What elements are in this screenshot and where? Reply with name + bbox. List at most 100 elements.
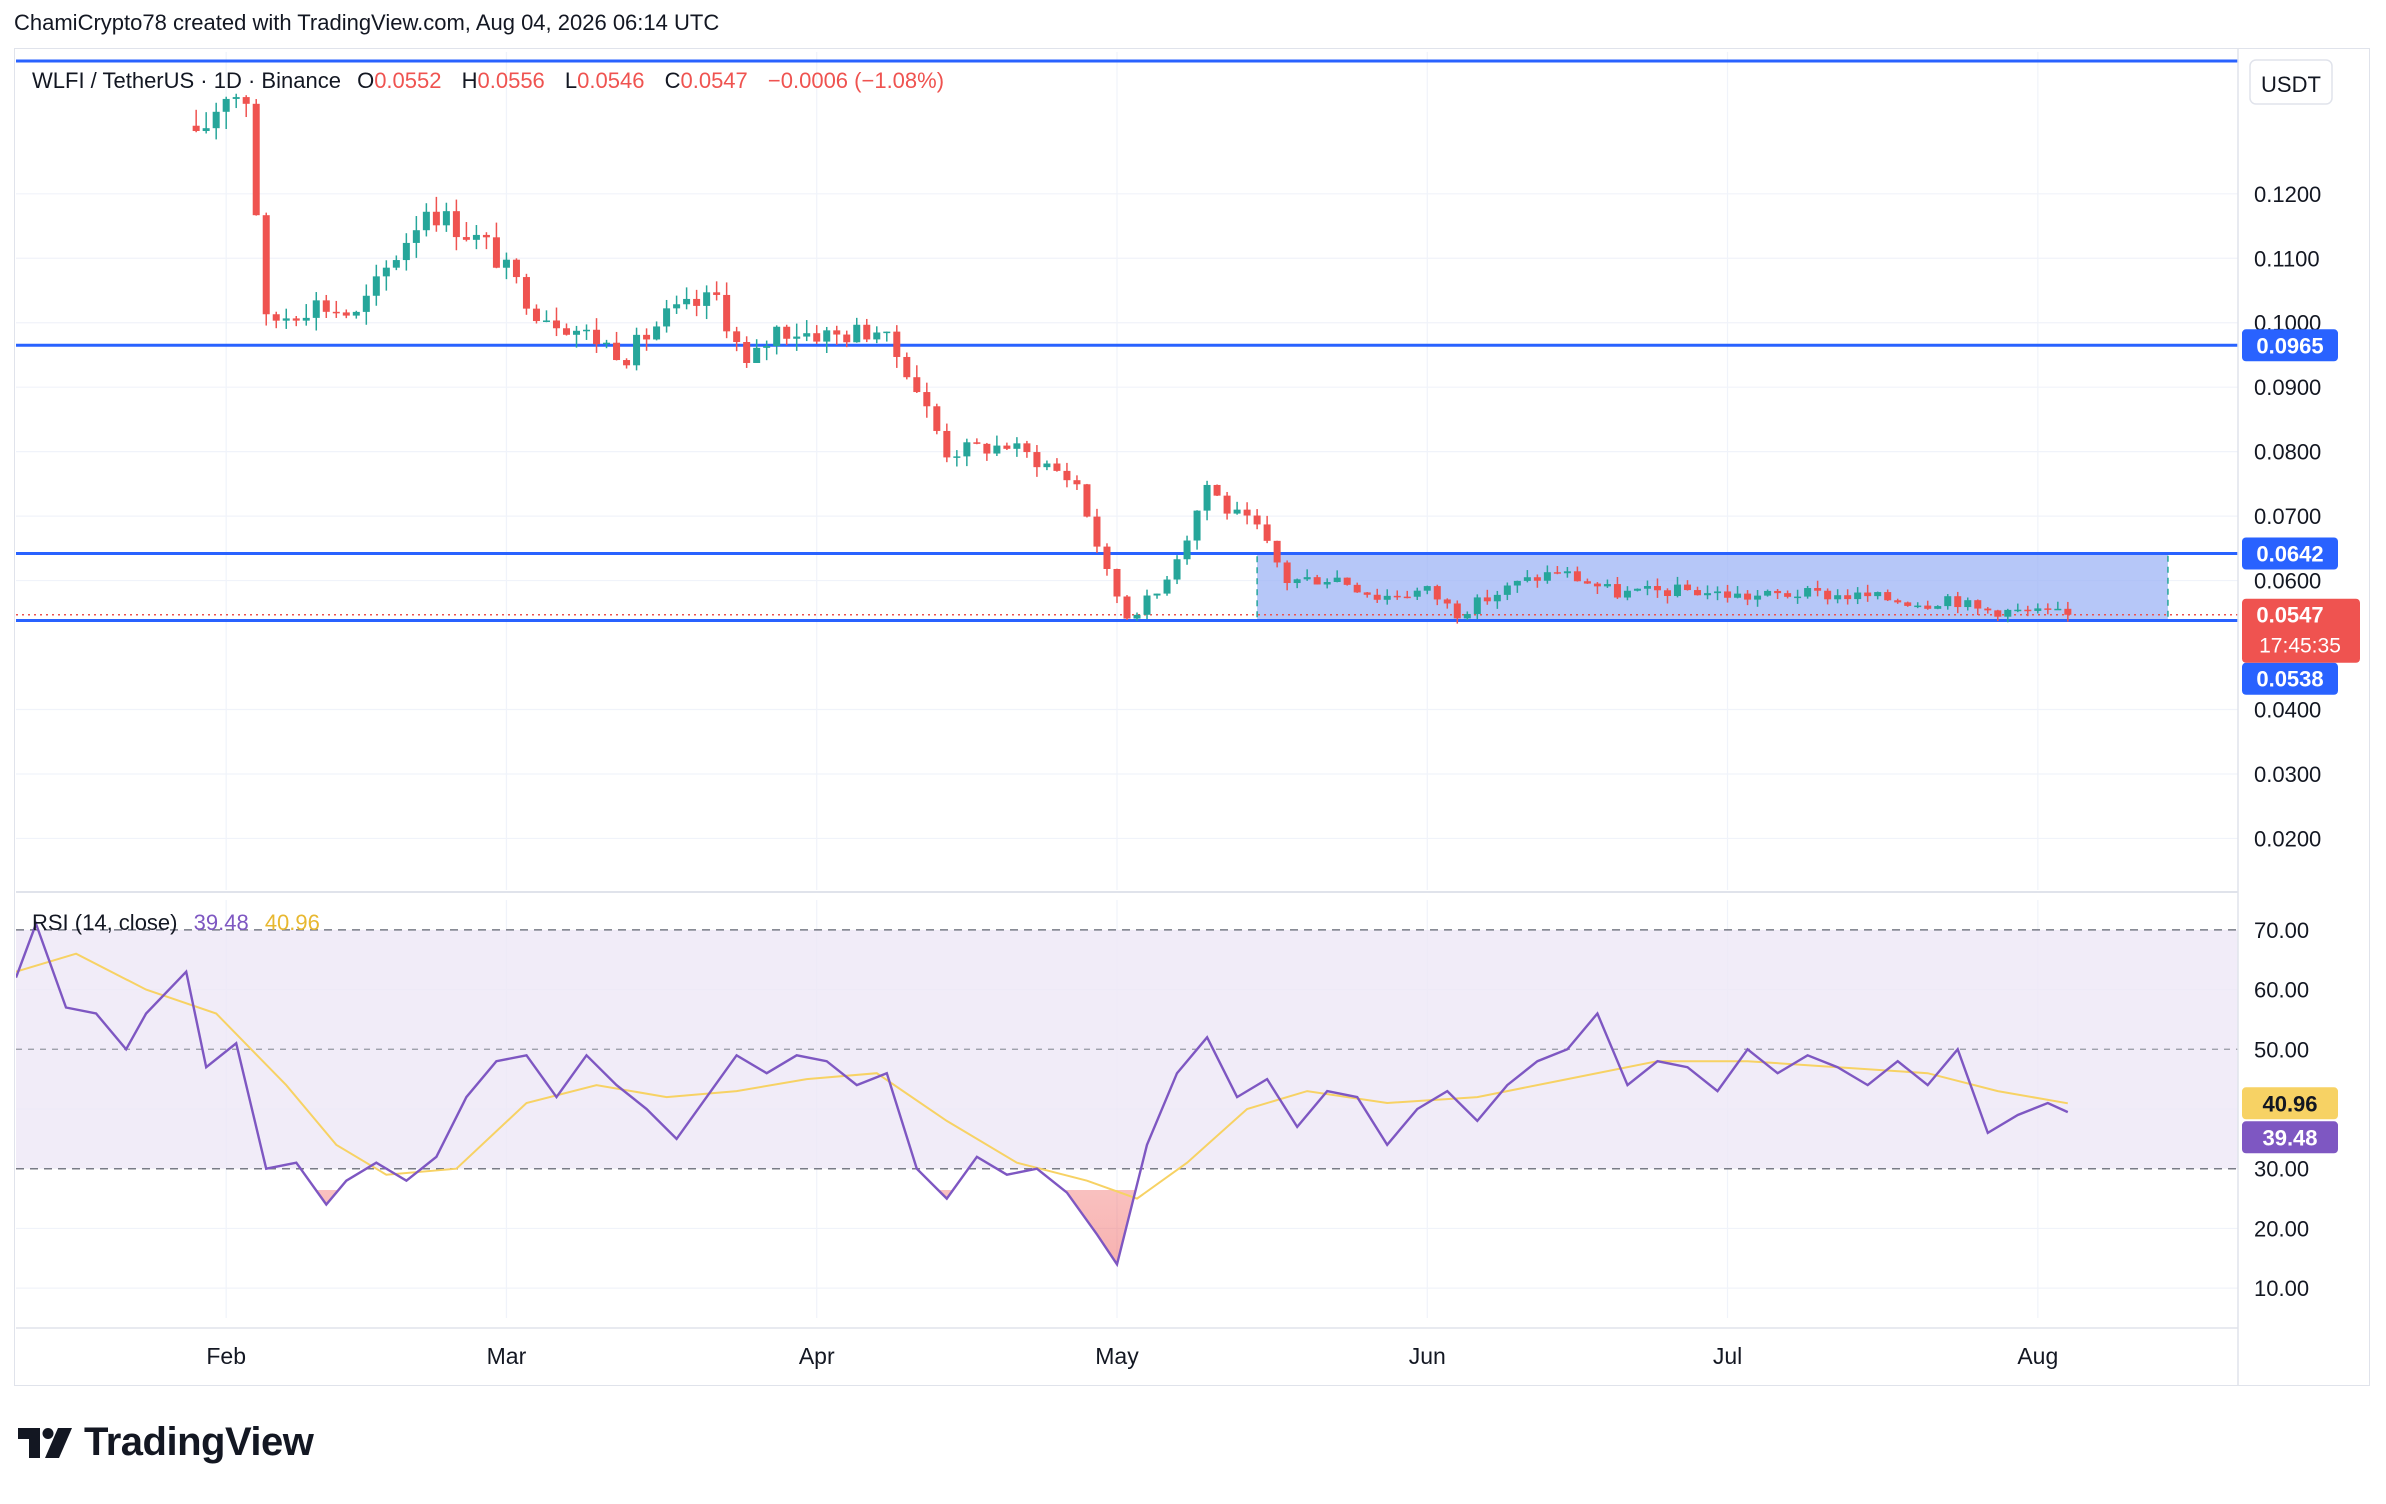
time-axis[interactable]: Feb Mar Apr May Jun Jul Aug [206,1343,2058,1369]
candle-body [2004,609,2012,617]
candle-body [222,98,230,112]
candle-body [1563,571,1571,574]
candle-body [1293,579,1301,584]
price-tick-label: 0.0900 [2254,375,2321,400]
candle-body [953,456,961,458]
candle-body [573,330,581,335]
candle-body [1343,577,1351,585]
candle-body [1303,577,1311,580]
candle-body [763,346,771,348]
close-label: C [665,68,681,93]
rsi-tick-label: 10.00 [2254,1276,2309,1301]
candle-body [973,442,981,444]
candle-body [552,320,560,329]
tradingview-logo[interactable]: TradingView [18,1420,314,1465]
candle-body [1203,484,1211,511]
candle-body [1093,516,1101,547]
level-price-label: 0.0538 [2256,667,2323,692]
candle-body [212,111,220,129]
candle-body [422,211,430,231]
candle-body [1213,484,1221,496]
candle-body [1433,586,1441,600]
rsi-value: 39.48 [194,910,249,935]
rsi-line [16,920,2069,1268]
candle-body [402,242,410,261]
rsi-ma-line [16,952,2068,1200]
high-value: 0.0556 [478,68,545,93]
rsi-tick-label: 70.00 [2254,918,2309,943]
candle-body [1133,614,1141,619]
candle-body [1633,588,1641,591]
rsi-ma-last-label: 40.96 [2262,1091,2317,1116]
candle-body [903,356,911,378]
candle-body [623,360,631,366]
candle-body [1724,591,1732,598]
rsi-ma-value: 40.96 [265,910,320,935]
candle-body [392,260,400,268]
candle-body [312,300,320,318]
candles [192,93,2072,624]
candle-body [1924,605,1932,609]
candle-body [1954,596,1962,608]
symbol-legend[interactable]: WLFI / TetherUS · 1D · Binance O0.0552 H… [32,68,944,93]
candle-body [512,259,520,278]
rsi-legend[interactable]: RSI (14, close) 39.48 40.96 [32,910,320,935]
rsi-title: RSI (14, close) [32,910,178,935]
candle-body [1884,592,1892,601]
candle-body [362,295,370,312]
range-box[interactable] [1256,552,2169,622]
candle-body [793,336,801,339]
candle-body [713,292,721,295]
candle-body [2024,609,2032,612]
candle-body [2014,609,2022,612]
candle-body [783,326,791,339]
candle-body [1383,595,1391,600]
candle-body [1443,599,1451,604]
candle-body [1453,603,1461,619]
candle-body [703,292,711,306]
candle-body [1373,594,1381,600]
candle-body [1153,593,1161,596]
price-tick-label: 0.1100 [2254,246,2320,271]
candle-body [372,276,380,296]
currency-badge[interactable] [2249,59,2333,105]
candle-body [773,326,781,347]
candle-body [1653,586,1661,591]
candle-body [1033,452,1041,468]
rsi-tick-label: 30.00 [2254,1157,2309,1182]
candle-body [1904,602,1912,606]
candle-body [1263,524,1271,541]
candle-body [1423,586,1431,591]
candle-body [1403,596,1411,599]
candle-body [673,304,681,309]
price-axis[interactable]: 0.12000.11000.10000.09000.08000.07000.06… [2254,182,2321,852]
candle-body [1223,495,1231,514]
candle-body [332,311,340,314]
candle-body [1643,586,1651,589]
candle-body [1694,590,1702,596]
candle-body [1393,595,1401,598]
candle-body [1163,579,1171,594]
candle-body [1684,584,1692,591]
candle-body [1193,510,1201,541]
price-tick-label: 0.0300 [2254,762,2321,787]
candle-body [1764,590,1772,596]
candle-body [1173,559,1181,580]
candle-body [1483,597,1491,602]
level-price-label-bg [2242,537,2338,570]
candle-body [803,333,811,337]
close-value: 0.0547 [680,68,747,93]
candle-body [733,331,741,342]
candle-body [1864,592,1872,597]
level-price-label-bg [2242,329,2338,362]
candle-body [893,331,901,357]
candle-body [1043,463,1051,468]
candle-body [753,347,761,363]
candle-body [693,298,701,306]
candle-body [1523,577,1531,581]
candle-body [1583,581,1591,584]
candle-body [633,334,641,366]
time-tick-label: Feb [206,1343,246,1369]
time-tick-label: Jun [1409,1343,1446,1369]
